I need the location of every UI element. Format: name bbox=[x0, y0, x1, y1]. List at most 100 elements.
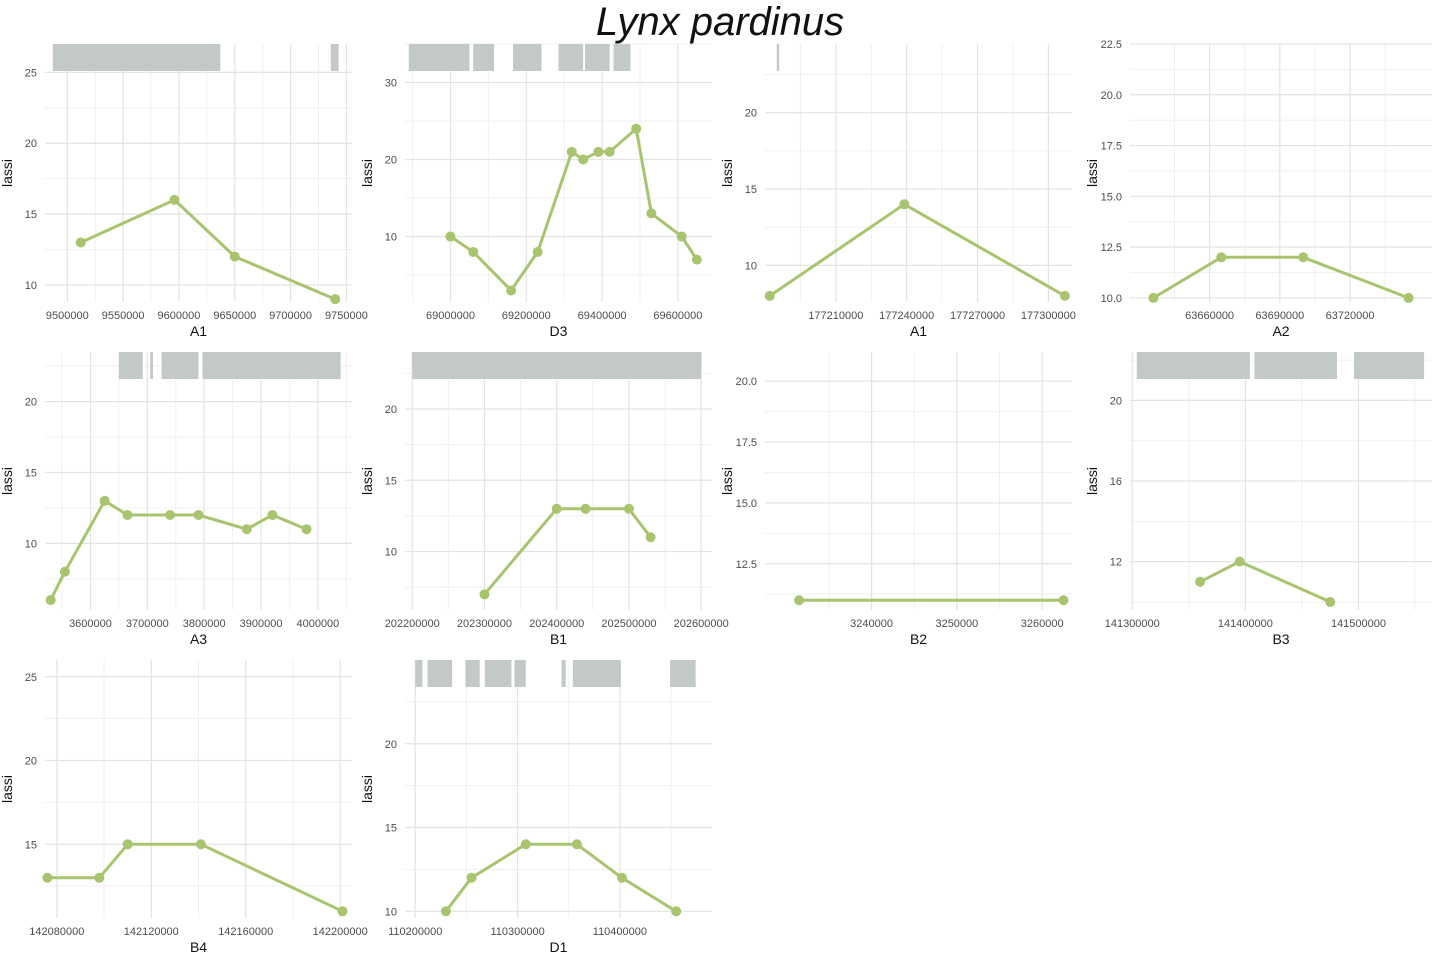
series-line bbox=[80, 198, 336, 301]
chart-panel-3: 177210000 177240000 177270000 177300000 10 15… bbox=[719, 44, 1076, 339]
data-point bbox=[1148, 292, 1159, 303]
y-axis-title: lassi bbox=[359, 775, 375, 803]
data-point bbox=[645, 532, 656, 543]
range-bar bbox=[1353, 352, 1425, 379]
data-point bbox=[671, 906, 682, 917]
x-tick-label: 202300000 bbox=[457, 618, 512, 630]
x-tick-label: 110300000 bbox=[490, 926, 544, 938]
range-bar bbox=[150, 352, 154, 379]
x-tick-label: 177240000 bbox=[879, 310, 934, 322]
range-bar bbox=[465, 660, 480, 687]
x-tick-label: 3900000 bbox=[240, 618, 283, 630]
data-point bbox=[122, 839, 133, 850]
data-point bbox=[229, 251, 240, 262]
series-line bbox=[1152, 255, 1410, 300]
data-point bbox=[1059, 290, 1070, 301]
data-point bbox=[466, 872, 477, 883]
range-bar bbox=[613, 44, 631, 71]
x-tick-label: 3260000 bbox=[1021, 618, 1064, 630]
data-point bbox=[691, 254, 702, 265]
chart-panel-4: 63660000 63690000 63720000 10.0 12.5 15.0 17.5… bbox=[1084, 39, 1432, 339]
data-point bbox=[646, 208, 657, 219]
y-tick-label: 15 bbox=[25, 467, 37, 479]
data-point bbox=[267, 510, 278, 521]
y-tick-label: 15 bbox=[25, 839, 37, 851]
data-point bbox=[794, 595, 805, 606]
y-tick-label: 16 bbox=[1110, 476, 1122, 488]
y-tick-label: 10 bbox=[385, 906, 397, 918]
y-tick-label: 22.5 bbox=[1101, 39, 1122, 51]
x-axis-title: A1 bbox=[190, 323, 207, 339]
range-bar bbox=[513, 44, 542, 71]
y-tick-label: 15 bbox=[25, 209, 37, 221]
data-point bbox=[479, 589, 490, 600]
x-tick-label: 63660000 bbox=[1185, 310, 1234, 322]
x-axis-title: D3 bbox=[550, 323, 568, 339]
chart-panel-1: 9500000 9550000 9600000 9650000 9700000 97500… bbox=[0, 44, 368, 339]
data-point bbox=[578, 154, 589, 165]
chart-title: Lynx pardinus bbox=[595, 0, 845, 44]
data-point bbox=[532, 246, 543, 257]
x-axis-title: B1 bbox=[550, 631, 567, 647]
y-tick-label: 17.5 bbox=[1101, 141, 1122, 153]
chart-panel-6: 202200000 202300000 202400000 202500000 2026… bbox=[359, 352, 729, 647]
x-tick-label: 202600000 bbox=[674, 618, 729, 630]
data-point bbox=[623, 503, 634, 514]
data-point bbox=[604, 146, 615, 157]
x-tick-label: 4000000 bbox=[296, 618, 339, 630]
x-tick-label: 69000000 bbox=[426, 310, 475, 322]
x-tick-label: 9500000 bbox=[46, 310, 89, 322]
x-axis-title: B3 bbox=[1272, 631, 1289, 647]
x-axis-title: A1 bbox=[910, 323, 927, 339]
x-tick-label: 3600000 bbox=[69, 618, 112, 630]
data-point bbox=[94, 872, 105, 883]
chart-panel-9: 142080000 142120000 142160000 142200000 15 20… bbox=[0, 660, 368, 955]
data-point bbox=[764, 290, 775, 301]
data-point bbox=[676, 231, 687, 242]
range-bar bbox=[161, 352, 199, 379]
range-bar bbox=[585, 44, 610, 71]
x-tick-label: 9700000 bbox=[269, 310, 312, 322]
y-axis-title: lassi bbox=[719, 467, 735, 495]
x-tick-label: 202500000 bbox=[601, 618, 656, 630]
range-bar bbox=[202, 352, 341, 379]
range-bar bbox=[473, 44, 495, 71]
data-point bbox=[241, 524, 252, 535]
range-bar bbox=[572, 660, 621, 687]
chart-panel-10: 110200000 110300000 110400000 10 15 20 D1 lassi bbox=[359, 660, 712, 955]
x-tick-label: 142160000 bbox=[218, 926, 273, 938]
data-point bbox=[99, 495, 110, 506]
y-tick-label: 10 bbox=[745, 260, 757, 272]
x-tick-label: 3700000 bbox=[126, 618, 169, 630]
data-point bbox=[899, 199, 910, 210]
data-point bbox=[445, 231, 456, 242]
y-tick-label: 20 bbox=[385, 404, 397, 416]
data-point bbox=[1195, 576, 1206, 587]
y-tick-label: 12.5 bbox=[736, 559, 757, 571]
data-point bbox=[337, 906, 348, 917]
data-point bbox=[193, 510, 204, 521]
x-tick-label: 141300000 bbox=[1105, 618, 1160, 630]
x-tick-label: 177300000 bbox=[1021, 310, 1076, 322]
y-tick-label: 10 bbox=[385, 232, 397, 244]
range-bar bbox=[558, 44, 584, 71]
y-tick-label: 20 bbox=[385, 155, 397, 167]
data-point bbox=[1403, 292, 1414, 303]
x-tick-label: 141500000 bbox=[1331, 618, 1386, 630]
x-tick-label: 9750000 bbox=[325, 310, 368, 322]
y-tick-label: 15.0 bbox=[1101, 191, 1122, 203]
x-tick-label: 110400000 bbox=[593, 926, 647, 938]
range-bar bbox=[1136, 352, 1250, 379]
y-axis-title: lassi bbox=[0, 467, 15, 495]
y-tick-label: 20 bbox=[25, 756, 37, 768]
data-point bbox=[593, 146, 604, 157]
range-bar bbox=[776, 44, 780, 71]
data-point bbox=[551, 503, 562, 514]
range-bar bbox=[670, 660, 696, 687]
y-tick-label: 20 bbox=[1110, 395, 1122, 407]
range-bar bbox=[427, 660, 453, 687]
y-axis-title: lassi bbox=[0, 775, 15, 803]
x-tick-label: 110200000 bbox=[388, 926, 442, 938]
x-tick-label: 63720000 bbox=[1326, 310, 1375, 322]
y-axis-title: lassi bbox=[359, 159, 375, 187]
